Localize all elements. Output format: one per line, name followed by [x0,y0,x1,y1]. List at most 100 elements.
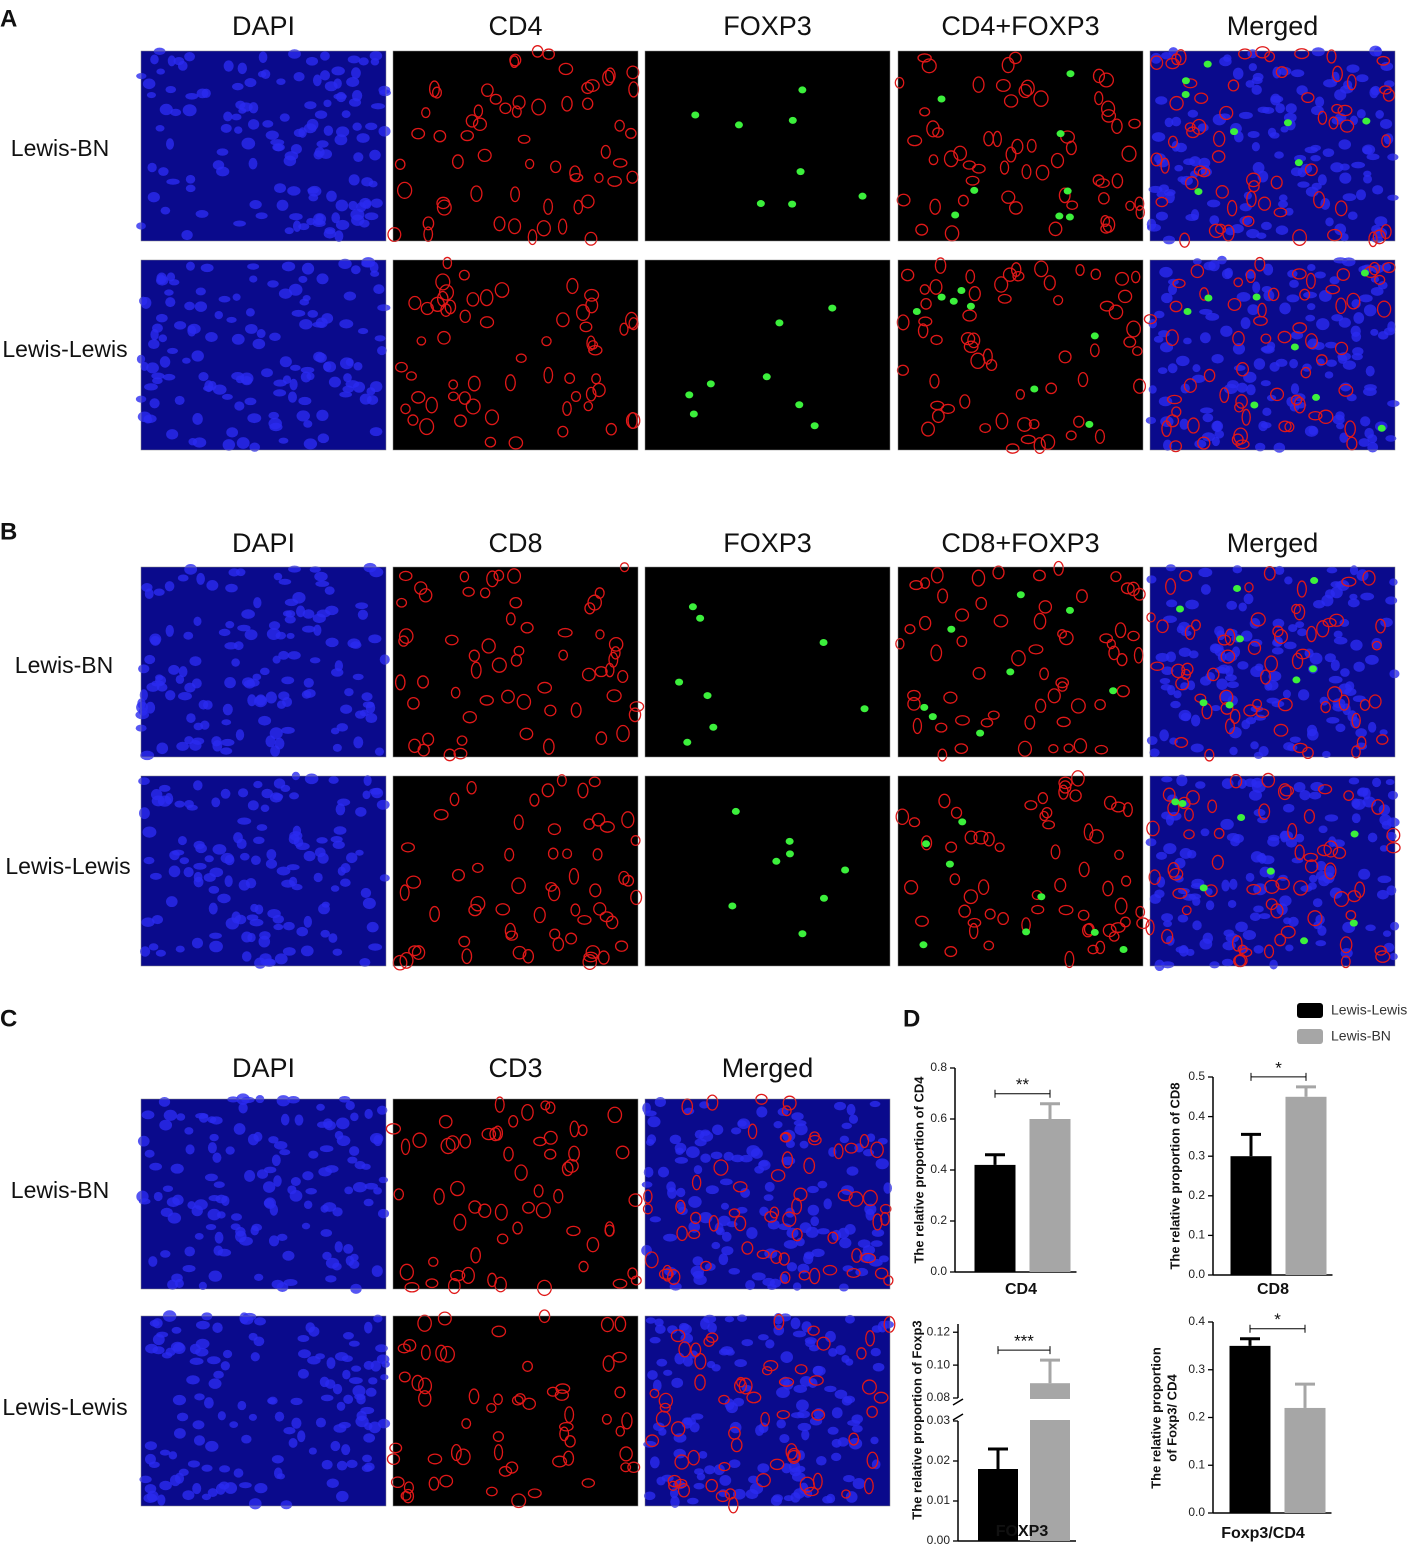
nucleus [183,631,194,640]
red-cell [558,62,574,76]
nucleus [1382,930,1392,937]
red-cell [963,889,979,905]
row-label: Lewis-Lewis [2,336,127,362]
y-tick-label: 0.02 [927,1453,951,1467]
nucleus [1342,193,1357,202]
red-cell [600,144,611,159]
y-tick-label: 0.8 [930,1060,947,1074]
micrograph-frame [644,566,891,758]
nucleus [1261,345,1275,354]
red-cell [455,1448,471,1466]
nucleus [670,1496,680,1508]
red-cell [1374,274,1386,286]
red-cell [601,1413,612,1425]
nucleus [333,1423,347,1433]
red-cell [577,914,592,925]
nucleus [1355,742,1368,751]
red-cell [937,748,948,762]
nucleus [792,1282,802,1291]
red-cell [411,1374,424,1391]
nucleus [835,1345,846,1355]
nucleus [1198,567,1213,578]
nucleus [1245,872,1255,882]
nucleus [298,396,312,406]
nucleus [274,183,287,194]
red-cell [495,903,511,916]
nucleus [338,258,352,270]
red-cell [962,309,977,322]
nucleus [365,122,378,131]
nucleus [237,624,251,632]
red-cell [562,401,572,417]
nucleus [1328,675,1343,684]
red-cell [594,587,605,599]
red-cell [1274,933,1287,947]
nucleus [228,568,240,577]
nucleus [218,1481,230,1490]
red-cell [678,1341,691,1358]
nucleus [187,1460,200,1468]
y-tick-label: 0.10 [927,1357,951,1371]
nucleus [376,799,390,810]
red-cell [404,1282,420,1293]
nucleus [160,1250,171,1258]
nucleus [238,107,247,114]
red-cell [1327,686,1343,703]
red-cell [932,127,944,138]
nucleus [249,275,258,283]
red-cell [667,1269,681,1286]
y-axis-label: of Foxp3/ CD4 [1164,1374,1179,1462]
nucleus [1247,131,1260,139]
nucleus [330,836,343,843]
red-cell [1303,809,1316,824]
nucleus [1379,118,1393,129]
red-cell [983,131,994,147]
red-cell [411,945,426,960]
nucleus [160,1207,173,1217]
red-cell [929,279,943,295]
nucleus [1334,223,1347,236]
nucleus [1315,940,1327,947]
nucleus [238,1236,253,1246]
red-cell [972,666,986,680]
nucleus [745,1279,755,1291]
nucleus [1178,709,1192,721]
red-cell [536,220,551,237]
nucleus [1307,263,1316,272]
nucleus [338,1095,351,1103]
nucleus [148,339,160,350]
nucleus [841,1122,853,1130]
nucleus [1271,647,1284,655]
red-cell [628,81,640,98]
red-cell [1229,708,1241,724]
nucleus [1283,803,1295,813]
nucleus [278,288,293,299]
nucleus [145,701,156,714]
red-cell [973,830,989,845]
red-cell [1227,297,1242,311]
red-cell [1220,649,1236,664]
red-cell [1296,580,1307,598]
red-cell [968,922,979,940]
red-cell [1219,105,1234,121]
red-cell [562,1450,575,1466]
red-cell [1264,879,1280,894]
micrograph-frame [1149,259,1396,451]
red-cell [926,120,940,138]
nucleus [1308,791,1322,800]
nucleus [816,1455,827,1466]
nucleus [162,373,176,381]
red-cell [556,312,570,328]
nucleus [780,1351,794,1363]
nucleus [316,273,329,285]
nucleus [690,1265,705,1278]
nucleus [368,1421,381,1434]
nucleus [284,615,296,624]
red-cell [570,702,582,718]
nucleus [748,1475,759,1484]
nucleus [732,1488,746,1500]
nucleus [1356,109,1366,119]
nucleus [1387,400,1400,407]
nucleus [745,1488,759,1500]
nucleus [233,1468,244,1478]
